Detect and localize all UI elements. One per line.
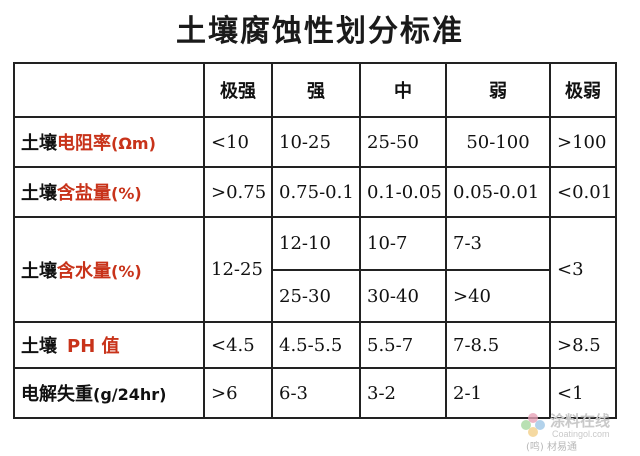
header-strong: 强 bbox=[271, 62, 361, 118]
label-highlight: 含盐量 bbox=[57, 183, 111, 204]
cell-value: 6-3 bbox=[271, 367, 361, 419]
cell-value: >40 bbox=[445, 269, 551, 323]
cell-value: 10-25 bbox=[271, 116, 361, 168]
label-highlight: PH 值 bbox=[67, 336, 120, 357]
cell-value: 50-100 bbox=[445, 116, 551, 168]
row-label-resistivity: 土壤电阻率(Ωm) bbox=[13, 116, 205, 168]
cell-value: 10-7 bbox=[359, 216, 447, 271]
label-prefix: 土壤 bbox=[21, 336, 57, 357]
header-very-weak: 极弱 bbox=[549, 62, 617, 118]
cell-value: >0.75 bbox=[203, 166, 273, 218]
cell-value: 7-3 bbox=[445, 216, 551, 271]
row-salt: 土壤含盐量(%) >0.75 0.75-0.1 0.1-0.05 0.05-0.… bbox=[13, 166, 617, 218]
row-label-ph: 土壤 PH 值 bbox=[13, 321, 205, 369]
label-highlight: 含水量 bbox=[57, 260, 111, 282]
cell-value: 5.5-7 bbox=[359, 321, 447, 369]
row-ph: 土壤 PH 值 <4.5 4.5-5.5 5.5-7 7-8.5 >8.5 bbox=[13, 321, 617, 369]
watermark-tag: (鸣) 材易通 bbox=[526, 442, 577, 453]
watermark-name: 涂料在线 bbox=[550, 412, 611, 430]
label-unit: (%) bbox=[111, 261, 142, 281]
cell-value: 12-25 bbox=[203, 216, 273, 323]
pinwheel-logo-icon bbox=[521, 413, 545, 437]
cell-value: <0.01 bbox=[549, 166, 617, 218]
cell-value: >6 bbox=[203, 367, 273, 419]
watermark: 涂料在线 Coatingol.com (鸣) 材易通 bbox=[516, 410, 634, 453]
corrosion-table: 极强 强 中 弱 极弱 土壤电阻率(Ωm) <10 10-25 25-50 50… bbox=[13, 62, 617, 419]
row-label-salt: 土壤含盐量(%) bbox=[13, 166, 205, 218]
header-row: 极强 强 中 弱 极弱 bbox=[13, 62, 617, 118]
label-prefix: 电解失重 bbox=[21, 384, 93, 405]
row-water-lower: 25-30 30-40 >40 bbox=[14, 269, 616, 323]
cell-value: 30-40 bbox=[359, 269, 447, 323]
label-highlight: 电阻率 bbox=[57, 133, 111, 154]
label-prefix: 土壤 bbox=[21, 133, 57, 154]
header-corner bbox=[13, 62, 205, 118]
cell-value: 0.05-0.01 bbox=[445, 166, 551, 218]
cell-value: <10 bbox=[203, 116, 273, 168]
row-resistivity: 土壤电阻率(Ωm) <10 10-25 25-50 50-100 >100 bbox=[13, 116, 617, 168]
label-unit: (Ωm) bbox=[111, 134, 156, 153]
label-prefix: 土壤 bbox=[21, 260, 57, 282]
cell-value: >8.5 bbox=[549, 321, 617, 369]
cell-value: 2-1 bbox=[445, 367, 551, 419]
row-electrolysis: 电解失重(g/24hr) >6 6-3 3-2 2-1 <1 bbox=[13, 367, 617, 419]
cell-value: <3 bbox=[549, 216, 617, 323]
cell-value: <1 bbox=[549, 367, 617, 419]
label-unit: (%) bbox=[111, 184, 142, 203]
cell-value: 4.5-5.5 bbox=[271, 321, 361, 369]
cell-value: 25-50 bbox=[359, 116, 447, 168]
row-label-water: 土壤含水量(%) bbox=[13, 216, 205, 323]
header-medium: 中 bbox=[359, 62, 447, 118]
header-very-strong: 极强 bbox=[203, 62, 273, 118]
cell-value: 25-30 bbox=[271, 269, 361, 323]
label-prefix: 土壤 bbox=[21, 183, 57, 204]
cell-value: >100 bbox=[549, 116, 617, 168]
watermark-site: Coatingol.com bbox=[552, 429, 610, 439]
row-water-upper: 土壤含水量(%) 12-25 12-10 10-7 7-3 <3 bbox=[13, 216, 617, 323]
label-unit: (g/24hr) bbox=[93, 385, 167, 404]
header-weak: 弱 bbox=[445, 62, 551, 118]
cell-value: 12-10 bbox=[271, 216, 361, 271]
row-label-electrolysis: 电解失重(g/24hr) bbox=[13, 367, 205, 419]
cell-value: <4.5 bbox=[203, 321, 273, 369]
cell-value: 3-2 bbox=[359, 367, 447, 419]
cell-value: 7-8.5 bbox=[445, 321, 551, 369]
cell-value: 0.1-0.05 bbox=[359, 166, 447, 218]
page-title: 土壤腐蚀性划分标准 bbox=[176, 14, 464, 49]
cell-value: 0.75-0.1 bbox=[271, 166, 361, 218]
